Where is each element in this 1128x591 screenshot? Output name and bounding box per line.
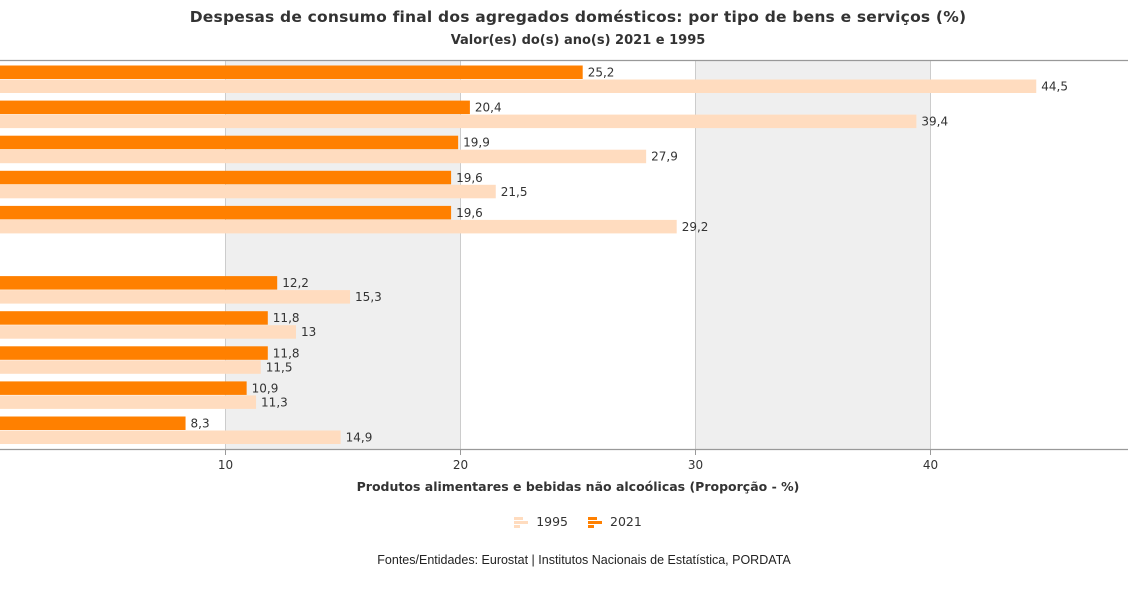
legend-item-1995[interactable]: 1995 <box>514 514 568 529</box>
x-tick-label: 10 <box>218 458 233 470</box>
data-label-2021-5: 19,6 <box>456 206 483 220</box>
x-tick-label: 20 <box>453 458 468 470</box>
bar-2021-7 <box>0 276 278 290</box>
legend-item-2021[interactable]: 2021 <box>588 514 642 529</box>
bar-chart: 10 20 30 40 25,2 44,5 20,4 39,4 19,9 27,9 19,6 21,5… <box>0 59 1128 470</box>
bar-1995-9 <box>0 360 261 374</box>
data-label-2021-2: 20,4 <box>475 101 502 115</box>
bar-1995-8 <box>0 325 296 339</box>
data-label-1995-3: 27,9 <box>651 150 678 164</box>
x-tick-label: 40 <box>923 458 938 470</box>
chart-title: Despesas de consumo final dos agregados … <box>189 8 967 26</box>
legend: 1995 2021 <box>0 514 1128 529</box>
data-label-1995-4: 21,5 <box>501 185 528 199</box>
data-label-1995-1: 44,5 <box>1041 80 1068 94</box>
bar-1995-10 <box>0 395 257 409</box>
bar-2021-4 <box>0 170 452 185</box>
bar-2021-9 <box>0 346 268 360</box>
data-label-2021-9: 11,8 <box>273 346 300 360</box>
data-label-1995-9: 11,5 <box>266 360 293 374</box>
data-label-2021-11: 8,3 <box>191 417 210 431</box>
data-label-2021-4: 19,6 <box>456 171 483 185</box>
bar-series-icon <box>514 516 530 528</box>
bar-1995-3 <box>0 149 647 164</box>
bar-1995-2 <box>0 114 917 129</box>
legend-label-2021: 2021 <box>610 514 642 529</box>
legend-label-1995: 1995 <box>536 514 568 529</box>
x-axis-label: Produtos alimentares e bebidas não alcoó… <box>356 479 800 494</box>
bar-2021-11 <box>0 416 186 430</box>
data-label-1995-10: 11,3 <box>261 395 288 409</box>
data-label-1995-11: 14,9 <box>346 431 373 445</box>
bar-1995-5 <box>0 219 677 234</box>
bar-1995-11 <box>0 430 341 444</box>
chart-subtitle: Valor(es) do(s) ano(s) 2021 e 1995 <box>450 33 706 48</box>
data-label-2021-8: 11,8 <box>273 311 300 325</box>
data-label-1995-5: 29,2 <box>682 220 709 234</box>
bar-1995-1 <box>0 79 1037 93</box>
bar-1995-4 <box>0 184 496 199</box>
data-label-1995-2: 39,4 <box>921 115 948 129</box>
bar-1995-7 <box>0 290 351 304</box>
data-label-2021-10: 10,9 <box>252 381 279 395</box>
bar-2021-3 <box>0 135 459 150</box>
data-label-2021-3: 19,9 <box>463 136 490 150</box>
source-note: Fontes/Entidades: Eurostat | Institutos … <box>377 553 791 567</box>
data-label-1995-7: 15,3 <box>355 290 382 304</box>
bar-2021-5 <box>0 205 452 220</box>
bar-2021-2 <box>0 100 470 115</box>
x-tick-label: 30 <box>688 458 703 470</box>
data-label-2021-1: 25,2 <box>588 66 615 80</box>
bar-2021-8 <box>0 311 268 325</box>
data-label-2021-7: 12,2 <box>282 276 309 290</box>
bar-series-icon <box>588 516 604 528</box>
bar-2021-10 <box>0 381 247 395</box>
data-label-1995-8: 13 <box>301 325 316 339</box>
bar-2021-1 <box>0 65 583 79</box>
